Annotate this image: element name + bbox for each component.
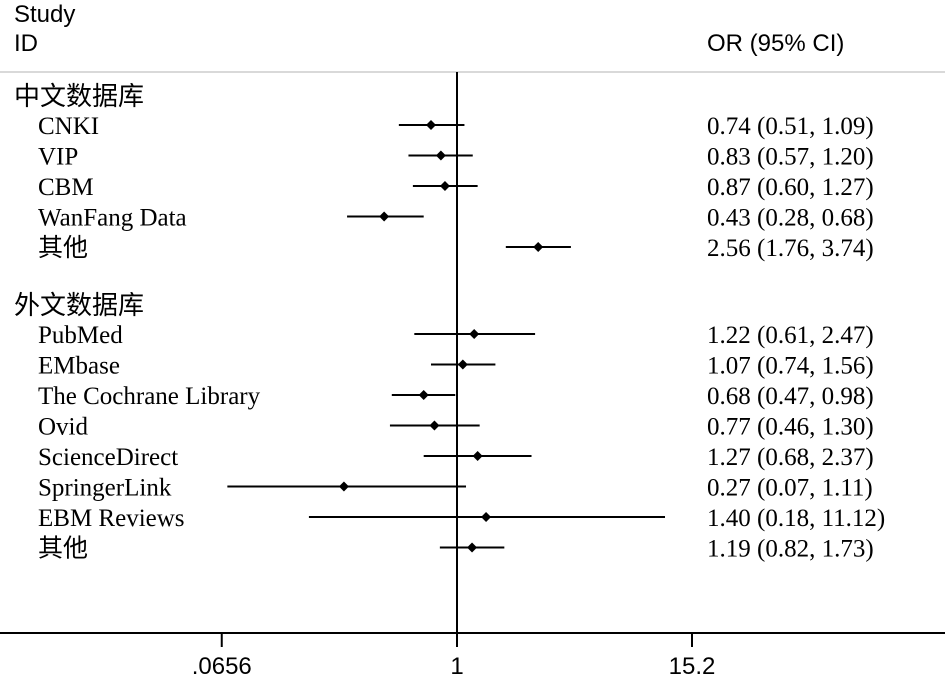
ci-value: 0.83 (0.57, 1.20) <box>707 144 874 171</box>
study-label: EBM Reviews <box>38 505 185 532</box>
point-estimate-marker <box>338 481 349 492</box>
point-estimate-marker <box>379 211 390 222</box>
ci-value: 1.22 (0.61, 2.47) <box>707 322 874 349</box>
study-label: Ovid <box>38 414 89 441</box>
study-label: PubMed <box>38 322 123 349</box>
point-estimate-marker <box>435 150 446 161</box>
header-study: Study <box>14 1 75 28</box>
ci-value: 0.74 (0.51, 1.09) <box>707 113 874 140</box>
ci-value: 0.68 (0.47, 0.98) <box>707 383 874 410</box>
point-estimate-marker <box>469 329 480 339</box>
point-estimate-marker <box>457 359 468 370</box>
point-estimate-marker <box>467 542 478 553</box>
study-label: EMbase <box>38 353 120 380</box>
x-tick-label: .0656 <box>192 653 252 677</box>
study-label: SpringerLink <box>38 475 172 502</box>
group-label: 中文数据库 <box>14 82 144 111</box>
ci-value: 0.87 (0.60, 1.27) <box>707 174 874 201</box>
study-label: VIP <box>38 144 78 171</box>
point-estimate-marker <box>425 120 436 130</box>
study-label: ScienceDirect <box>38 444 178 471</box>
point-estimate-marker <box>533 242 544 252</box>
x-axis-ticks: .0656 1 15.2 <box>192 633 716 677</box>
study-label: 其他 <box>38 234 88 262</box>
point-estimate-marker <box>472 451 483 461</box>
x-tick-label: 15.2 <box>669 653 716 677</box>
ci-value: 2.56 (1.76, 3.74) <box>707 235 874 262</box>
point-estimate-marker <box>418 390 429 400</box>
point-estimate-marker <box>481 512 492 522</box>
header-id: ID <box>14 30 38 57</box>
ci-value: 0.27 (0.07, 1.11) <box>707 475 873 502</box>
ci-value: 0.77 (0.46, 1.30) <box>707 414 874 441</box>
study-label: CBM <box>38 174 94 201</box>
group-label: 外文数据库 <box>14 291 144 320</box>
study-label: CNKI <box>38 113 99 140</box>
study-label: The Cochrane Library <box>38 383 261 410</box>
header-or-ci: OR (95% CI) <box>707 30 844 57</box>
ci-value: 1.07 (0.74, 1.56) <box>707 353 874 380</box>
ci-value: 1.40 (0.18, 11.12) <box>707 505 885 532</box>
point-estimate-marker <box>429 420 440 431</box>
ci-value: 1.27 (0.68, 2.37) <box>707 444 874 471</box>
study-label: WanFang Data <box>38 205 187 232</box>
x-tick-label: 1 <box>450 653 463 677</box>
ci-value: 0.43 (0.28, 0.68) <box>707 205 874 232</box>
point-estimate-marker <box>439 181 450 191</box>
study-label: 其他 <box>38 535 88 563</box>
ci-value: 1.19 (0.82, 1.73) <box>707 536 874 563</box>
